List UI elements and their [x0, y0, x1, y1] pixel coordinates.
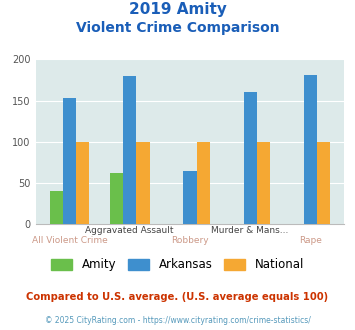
- Bar: [183, 171, 197, 224]
- Bar: [110, 173, 123, 224]
- Text: Violent Crime Comparison: Violent Crime Comparison: [76, 21, 279, 35]
- Text: 2019 Amity: 2019 Amity: [129, 2, 226, 16]
- Bar: [50, 191, 63, 224]
- Text: Aggravated Assault: Aggravated Assault: [86, 226, 174, 235]
- Bar: [197, 142, 210, 224]
- Bar: [304, 75, 317, 224]
- Text: © 2025 CityRating.com - https://www.cityrating.com/crime-statistics/: © 2025 CityRating.com - https://www.city…: [45, 316, 310, 325]
- Bar: [257, 142, 270, 224]
- Bar: [76, 142, 89, 224]
- Text: All Violent Crime: All Violent Crime: [32, 236, 107, 245]
- Text: Robbery: Robbery: [171, 236, 209, 245]
- Bar: [244, 92, 257, 224]
- Bar: [123, 76, 136, 224]
- Text: Murder & Mans...: Murder & Mans...: [212, 226, 289, 235]
- Text: Compared to U.S. average. (U.S. average equals 100): Compared to U.S. average. (U.S. average …: [26, 292, 329, 302]
- Bar: [136, 142, 149, 224]
- Legend: Amity, Arkansas, National: Amity, Arkansas, National: [51, 258, 304, 271]
- Text: Rape: Rape: [299, 236, 322, 245]
- Bar: [63, 98, 76, 224]
- Bar: [317, 142, 330, 224]
